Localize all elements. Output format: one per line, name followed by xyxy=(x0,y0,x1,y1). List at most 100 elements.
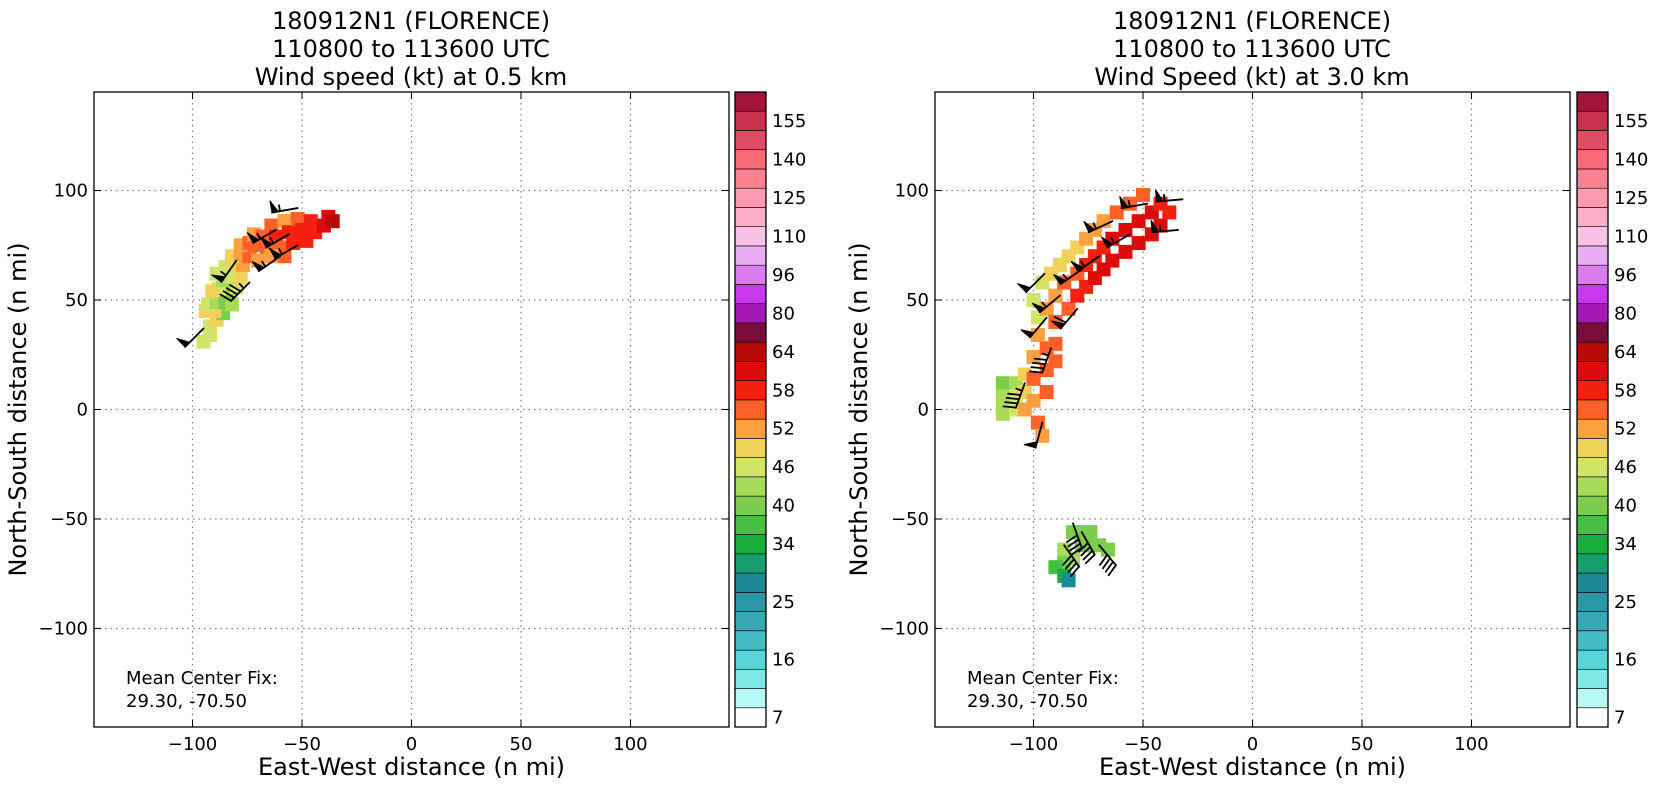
barb-half xyxy=(256,232,262,240)
colorbar-segment xyxy=(734,707,767,728)
x-tick-label: 50 xyxy=(1351,734,1374,755)
colorbar-segment xyxy=(734,284,767,304)
y-tick-label: −100 xyxy=(39,618,88,639)
wind-cell xyxy=(1100,542,1115,557)
colorbar-segment xyxy=(1576,515,1609,535)
wind-cell xyxy=(1083,525,1098,540)
colorbar-segment xyxy=(1576,592,1609,612)
colorbar-segment xyxy=(734,438,767,458)
wind-cell xyxy=(1131,236,1146,251)
colorbar-tick-label: 125 xyxy=(772,188,806,209)
colorbar-segment xyxy=(734,611,767,632)
colorbar-tick-label: 58 xyxy=(772,380,795,401)
colorbar-segment xyxy=(1576,187,1609,208)
barb-half xyxy=(220,270,227,277)
barb-full xyxy=(1030,366,1045,370)
colorbar-segment xyxy=(1576,149,1609,170)
barb-full xyxy=(1066,534,1079,543)
colorbar-segment xyxy=(734,322,767,343)
barb-full xyxy=(1005,397,1020,401)
colorbar-segment xyxy=(1576,457,1609,478)
colorbar-segment xyxy=(734,534,767,555)
wind-cell xyxy=(995,389,1010,404)
wind-cell xyxy=(290,211,305,227)
colorbar-segment xyxy=(734,418,767,439)
barb-full xyxy=(1070,546,1083,556)
center-fix-annotation-line-2: 29.30, -70.50 xyxy=(126,691,247,712)
colorbar-segment xyxy=(1576,688,1609,709)
barb-half xyxy=(1080,260,1086,268)
wind-barb xyxy=(211,259,238,283)
colorbar-segment xyxy=(734,553,767,574)
colorbar-tick-label: 155 xyxy=(772,111,806,132)
wind-cell xyxy=(325,214,340,229)
colorbar-segment xyxy=(734,149,767,170)
barb-full xyxy=(1067,538,1080,548)
colorbar-segment xyxy=(1576,611,1609,632)
wind-cell xyxy=(1026,293,1041,308)
colorbar-tick-label: 64 xyxy=(1614,342,1637,363)
colorbar-tick-label: 52 xyxy=(1614,419,1637,440)
colorbar-tick-label: 40 xyxy=(772,496,795,517)
wind-barb xyxy=(268,244,299,260)
colorbar-tick-label: 110 xyxy=(1614,226,1648,247)
barb-flag xyxy=(1053,274,1067,285)
wind-cell xyxy=(224,297,239,312)
x-tick-label: −50 xyxy=(1124,734,1162,755)
colorbar-tick-label: 96 xyxy=(772,265,795,286)
colorbar-segment xyxy=(1576,476,1609,497)
barb-half xyxy=(1062,273,1068,281)
barb-full xyxy=(1082,549,1094,561)
barb-flag xyxy=(246,232,260,244)
colorbar-segment xyxy=(734,226,767,247)
chart-title-line-3: Wind speed (kt) at 0.5 km xyxy=(255,63,568,91)
x-tick-label: −100 xyxy=(168,734,217,755)
barb-half xyxy=(1015,387,1023,392)
colorbar: 7 16 25 34 40 46 52 58 64 80 96 110 125 140 155 xyxy=(1576,91,1648,728)
wind-barb xyxy=(1002,382,1026,409)
colorbar-segment xyxy=(734,168,767,189)
wind-cell xyxy=(303,214,318,229)
colorbar-segment xyxy=(1576,264,1609,285)
center-fix-annotation-line-1: Mean Center Fix: xyxy=(126,668,278,689)
y-axis-label: North-South distance (n mi) xyxy=(4,242,32,576)
wind-cell xyxy=(1026,371,1041,386)
wind-barbs xyxy=(176,200,299,348)
colorbar-tick-label: 46 xyxy=(772,457,795,478)
colorbar-segment xyxy=(1576,438,1609,458)
colorbar-tick-label: 110 xyxy=(772,226,806,247)
wind-cell xyxy=(277,214,292,229)
colorbar-segment xyxy=(734,187,767,208)
colorbar-tick-label: 96 xyxy=(1614,265,1637,286)
y-axis-label: North-South distance (n mi) xyxy=(845,242,873,576)
y-tick-label: −50 xyxy=(891,509,929,530)
wind-barb xyxy=(259,233,290,249)
wind-cell xyxy=(995,406,1010,421)
colorbar-segment xyxy=(1576,707,1609,728)
barb-half xyxy=(238,283,245,290)
colorbar-tick-label: 40 xyxy=(1614,496,1637,517)
x-axis-label: East-West distance (n mi) xyxy=(1099,753,1406,781)
colorbar: 7 16 25 34 40 46 52 58 64 80 96 110 125 140 155 xyxy=(734,91,806,728)
wind-cell xyxy=(1039,384,1054,399)
colorbar-segment xyxy=(734,399,767,420)
wind-cell xyxy=(1109,205,1124,220)
barb-full xyxy=(1002,405,1017,409)
barb-half xyxy=(269,237,275,245)
colorbar-tick-label: 140 xyxy=(1614,149,1648,170)
barb-full xyxy=(1053,316,1067,324)
barb-full xyxy=(1069,542,1082,552)
colorbar-segment xyxy=(1576,418,1609,439)
wind-barbs xyxy=(1002,189,1184,577)
colorbar-segment xyxy=(1576,322,1609,343)
wind-cell xyxy=(995,376,1010,391)
center-fix-annotation-line-1: Mean Center Fix: xyxy=(967,668,1119,689)
barb-full xyxy=(1062,554,1073,566)
wind-speed-field xyxy=(196,209,340,349)
barb-full xyxy=(222,290,236,299)
colorbar-tick-label: 34 xyxy=(1614,534,1637,555)
wind-barb xyxy=(1051,307,1079,330)
wind-barb xyxy=(1098,544,1117,577)
colorbar-segment xyxy=(1576,361,1609,381)
